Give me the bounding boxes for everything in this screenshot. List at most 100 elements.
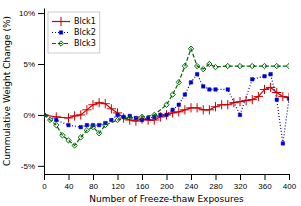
- tick: 400: [283, 174, 297, 191]
- legend-swatch: [52, 43, 70, 44]
- point: [176, 80, 181, 85]
- tick-mark: [93, 174, 94, 180]
- point: [287, 97, 289, 100]
- tick-mark: [191, 174, 192, 180]
- series: [44, 83, 289, 126]
- point: [235, 97, 244, 106]
- point: [284, 93, 289, 102]
- point: [208, 88, 211, 91]
- tick-mark: [38, 115, 44, 116]
- tick-label: 0%: [23, 111, 35, 120]
- point: [275, 98, 278, 101]
- chart: 04080120160200240280320360400-5%0%5%10%N…: [0, 0, 301, 206]
- point: [171, 108, 174, 111]
- point: [238, 113, 241, 116]
- point: [274, 63, 279, 68]
- tick: 200: [160, 174, 174, 191]
- y-axis-title: Cummulative Weight Change (%): [2, 16, 12, 166]
- point: [66, 138, 71, 143]
- point: [107, 104, 116, 113]
- point: [164, 102, 169, 107]
- tick-mark: [38, 64, 44, 65]
- point: [85, 123, 88, 126]
- point: [103, 122, 108, 127]
- tick: -5%: [21, 162, 44, 171]
- tick: 360: [258, 174, 272, 191]
- tick-label: 360: [258, 182, 272, 191]
- y-axis-line: [44, 9, 45, 175]
- tick-mark: [240, 174, 241, 180]
- point: [76, 110, 85, 119]
- point: [60, 133, 65, 138]
- tick: 5%: [23, 60, 44, 69]
- point: [54, 122, 59, 127]
- point: [47, 117, 52, 122]
- point: [195, 72, 198, 75]
- point: [177, 103, 180, 106]
- point: [137, 114, 146, 123]
- tick-label: 5%: [23, 60, 35, 69]
- legend-item: Blck1: [52, 17, 96, 26]
- legend-marker: [58, 41, 63, 46]
- point: [251, 78, 254, 81]
- tick: 0: [42, 174, 47, 191]
- tick-mark: [265, 174, 266, 180]
- tick: 240: [185, 174, 199, 191]
- point: [72, 143, 77, 148]
- tick-label: 160: [136, 182, 150, 191]
- legend-item: Blck2: [52, 28, 96, 37]
- point: [110, 118, 113, 121]
- point: [213, 64, 218, 69]
- point: [79, 125, 82, 128]
- point: [82, 105, 91, 114]
- legend-label: Blck2: [74, 28, 96, 37]
- point: [101, 99, 110, 108]
- point: [174, 107, 183, 116]
- tick: 80: [89, 174, 98, 191]
- point: [90, 124, 95, 129]
- point: [262, 63, 267, 68]
- tick: 120: [111, 174, 125, 191]
- point: [225, 63, 230, 68]
- point: [127, 115, 132, 120]
- tick-label: 400: [283, 182, 297, 191]
- line: [44, 87, 289, 121]
- tick: 40: [65, 174, 74, 191]
- point: [115, 117, 120, 122]
- tick-label: 40: [65, 182, 74, 191]
- point: [286, 63, 289, 68]
- legend-marker: [59, 31, 62, 34]
- tick-mark: [216, 174, 217, 180]
- point: [250, 63, 255, 68]
- point: [168, 108, 177, 117]
- point: [113, 108, 122, 117]
- tick-mark: [167, 174, 168, 180]
- tick: 160: [136, 174, 150, 191]
- point: [96, 131, 101, 136]
- tick-mark: [44, 174, 45, 180]
- point: [188, 46, 193, 51]
- legend-marker: [56, 17, 65, 26]
- tick-mark: [118, 174, 119, 180]
- tick-label: 240: [185, 182, 199, 191]
- point: [272, 88, 281, 97]
- point: [278, 92, 287, 101]
- point: [207, 61, 212, 66]
- tick-label: 80: [89, 182, 98, 191]
- point: [70, 111, 79, 120]
- point: [152, 112, 157, 117]
- point: [237, 63, 242, 68]
- tick-label: 120: [111, 182, 125, 191]
- tick-mark: [69, 174, 70, 180]
- point: [64, 113, 73, 122]
- point: [170, 92, 175, 97]
- point: [156, 112, 165, 121]
- point: [189, 81, 192, 84]
- point: [78, 135, 83, 140]
- tick-mark: [289, 174, 290, 180]
- plot-area: [44, 46, 289, 148]
- point: [55, 118, 58, 121]
- point: [223, 100, 232, 109]
- legend-label: Blck3: [74, 39, 96, 48]
- legend-label: Blck1: [74, 17, 96, 26]
